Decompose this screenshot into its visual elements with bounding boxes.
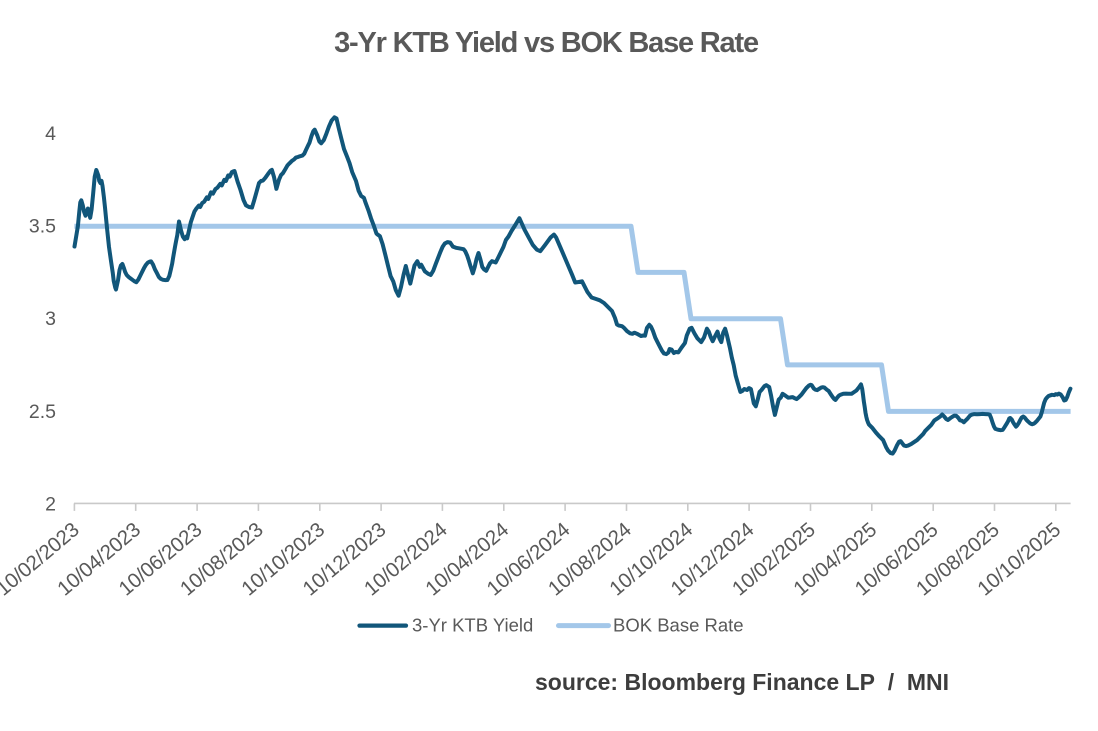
svg-text:BOK Base Rate: BOK Base Rate	[613, 615, 744, 636]
svg-text:3-Yr KTB Yield: 3-Yr KTB Yield	[412, 615, 533, 636]
svg-text:3.5: 3.5	[29, 216, 56, 238]
svg-text:3: 3	[45, 308, 56, 330]
svg-text:3-Yr KTB Yield vs BOK Base Rat: 3-Yr KTB Yield vs BOK Base Rate	[334, 27, 759, 59]
svg-text:4: 4	[45, 123, 56, 145]
svg-text:2.5: 2.5	[29, 401, 56, 423]
svg-text:source: Bloomberg Finance LP: source: Bloomberg Finance LP / MNI	[535, 669, 949, 695]
svg-text:2: 2	[45, 493, 56, 515]
